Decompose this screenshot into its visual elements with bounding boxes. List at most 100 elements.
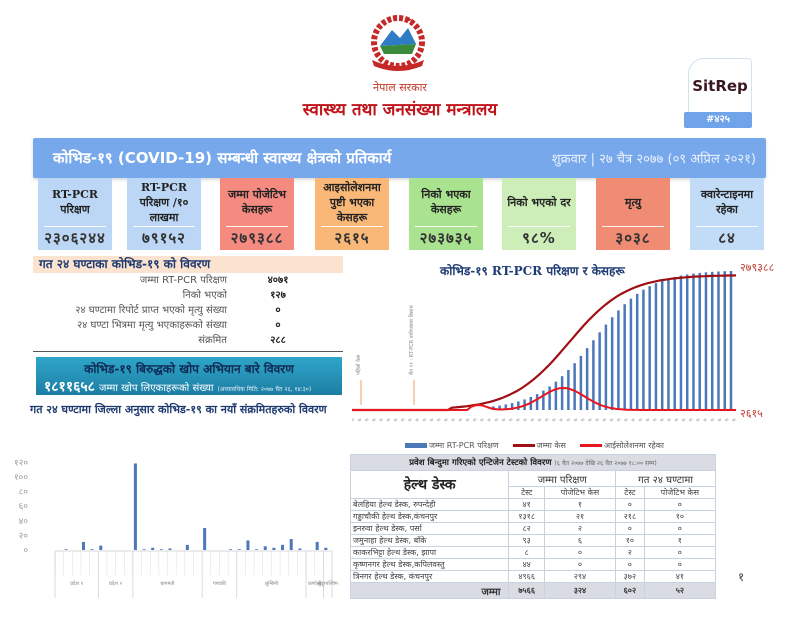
svg-text:चैत: चैत [515,417,521,423]
stat-label: आइसोलेशनमा पुष्टी भएका केसहरू [323,180,381,224]
svg-text:चैत: चैत [508,417,514,423]
antigen-test-table: प्रवेश बिन्दुमा गरिएको एन्टिजेन टेस्टको … [349,454,717,599]
stat-value: २७९३८८ [230,229,284,247]
svg-text:चैत: चैत [523,417,529,423]
nepal-emblem-logo [371,15,425,71]
sub-header: पोजेटिभ केस [543,486,617,499]
svg-text:चैत: चैत [422,417,428,423]
sitrep-number: #४२५ [684,112,752,128]
svg-text:८०: ८० [19,488,29,498]
vaccination-count: १८११६५८ [44,379,95,395]
svg-text:चैत: चैत [364,417,370,423]
svg-text:चैत: चैत [357,417,363,423]
svg-text:चैत: चैत [443,417,449,423]
daily-row: निको भएको १२७ [33,288,343,303]
sub-header: पोजेटिभ केस [643,486,717,499]
stat-label: RT-PCR परिक्षण [51,188,99,216]
ministry-name: स्वास्थ्य तथा जनसंख्या मन्त्रालय [302,100,498,120]
svg-text:चैत: चैत [623,417,629,423]
svg-text:चैत: चैत [379,417,385,423]
table-row: इनरुवा हेल्थ डेस्क, पर्सा ८२ २ ० ० [349,522,717,535]
stat-card: क्वारेन्टाइनमा रहेका ८४ [690,178,764,250]
svg-text:चैत: चैत [595,417,601,423]
svg-text:गण्डकी: गण्डकी [213,580,227,587]
group-24h-header: गत २४ घण्टामा [615,470,716,487]
table-row: बेलहिया हेल्थ डेस्क, रुपन्देही ४१ १ ० ० [349,498,717,511]
svg-text:चैत: चैत [710,417,716,423]
legend-tests: जम्मा RT-PCR परिक्षण [429,441,499,450]
sub-header: टेस्ट [508,486,545,499]
svg-text:चैत: चैत [393,417,399,423]
daily-value: ० [275,305,281,316]
svg-text:पहिलो केस: पहिलो केस [355,354,362,375]
isolation-label: २६१५ [740,407,763,420]
svg-text:चैत: चैत [559,417,565,423]
stat-card: निको भएका केसहरू २७३७३५ [409,178,483,250]
stat-label: निको भएका केसहरू [421,188,471,216]
antigen-caption: प्रवेश बिन्दुमा गरिएको एन्टिजेन टेस्टको … [350,454,716,471]
daily-value: २८८ [270,335,286,346]
stat-value: २६१५ [334,229,370,247]
daily-label: निको भएको [182,290,227,301]
svg-text:चैत: चैत [602,417,608,423]
desk-header: हेल्थ डेस्क [349,470,510,499]
testing-cases-chart: पहिलो केस चैत ११ : RT-PCR प्रयोगशाला विस्… [352,270,737,423]
svg-text:२०: २० [19,531,29,541]
svg-text:चैत: चैत [587,417,593,423]
svg-text:चैत: चैत [451,417,457,423]
stat-card: RT-PCR परिक्षण /१० लाखमा ७९१५२ [127,178,201,250]
table-row: त्रिनगर हेल्थ डेस्क, कंचनपुर ४९६६ २९४ ३७२ ४१ [349,570,717,583]
svg-text:चैत: चैत [645,417,651,423]
svg-text:चैत: चैत [458,417,464,423]
svg-text:चैत: चैत [731,417,737,423]
svg-text:चैत: चैत [472,417,478,423]
svg-text:चैत: चैत [724,417,730,423]
svg-text:चैत: चैत [674,417,680,423]
svg-text:चैत: चैत [501,417,507,423]
vaccination-note: (अध्यावधिक मिति: २०७७ चैत २६, १४:३०) [217,386,312,393]
stat-card: जम्मा पोजेटिभ केसहरू २७९३८८ [220,178,294,250]
total-row: जम्मा ७५६६ ३२४ ६०२ ५२ [349,582,717,599]
svg-text:चैत: चैत [465,417,471,423]
sitrep-label: SitRep [692,77,748,95]
svg-text:६०: ६० [19,502,29,512]
svg-text:चैत: चैत [717,417,723,423]
sub-header: टेस्ट [615,486,645,499]
svg-text:चैत: चैत [400,417,406,423]
daily-value: ४०७१ [267,275,289,286]
daily-summary: गत २४ घण्टाका कोभिड-१९ को विवरण जम्मा RT… [33,256,343,352]
svg-text:चैत: चैत [429,417,435,423]
stat-value: २७३७३५ [419,229,473,247]
chart-legend: जम्मा RT-PCR परिक्षण जम्मा केस आईसोलेशनम… [405,440,664,451]
svg-text:चैत: चैत [352,417,355,423]
daily-row: २४ घण्टा भित्रमा मृत्यु भएकाहरूको संख्या… [33,318,343,333]
daily-label: २४ घण्टामा रिपोर्ट प्राप्त भएको मृत्यु स… [75,305,227,316]
legend-isolation: आईसोलेशनमा रहेका [603,441,664,450]
svg-text:चैत: चैत [436,417,442,423]
daily-label: संक्रमित [198,335,227,346]
svg-text:सुदूरपश्चिम: सुदूरपश्चिम [317,580,339,587]
svg-text:चैत: चैत [487,417,493,423]
svg-text:चैत: चैत [551,417,557,423]
sitrep-badge: SitRep [688,58,752,114]
svg-text:१२०: १२० [14,458,28,468]
svg-text:४०: ४० [19,517,29,527]
svg-text:प्रदेश २: प्रदेश २ [109,580,122,587]
stat-label: निको भएको दर [507,195,571,209]
daily-title: गत २४ घण्टाका कोभिड-१९ को विवरण [33,256,343,273]
svg-text:चैत: चैत [415,417,421,423]
svg-text:चैत: चैत [386,417,392,423]
daily-value: ० [275,320,281,331]
stat-card: आइसोलेशनमा पुष्टी भएका केसहरू २६१५ [315,178,389,250]
line-chart-title: कोभिड-१९ RT-PCR परिक्षण र केसहरू [440,264,625,278]
daily-row: २४ घण्टामा रिपोर्ट प्राप्त भएको मृत्यु स… [33,303,343,318]
svg-text:चैत: चैत [616,417,622,423]
stat-value: ३०३८ [615,229,651,247]
svg-text:चैत: चैत [652,417,658,423]
svg-text:चैत: चैत [631,417,637,423]
svg-text:चैत: चैत [688,417,694,423]
district-bar-chart: ० २० ४० ६० ८० १०० १२० प्रदेश १ प्रदेश २ बागमती गण्… [14,458,339,598]
svg-text:चैत: चैत [537,417,543,423]
banner-date: शुक्रवार | २७ चैत्र २०७७ (०९ अप्रिल २०२१… [551,152,756,167]
svg-text:लुम्बिनी: लुम्बिनी [265,580,279,587]
